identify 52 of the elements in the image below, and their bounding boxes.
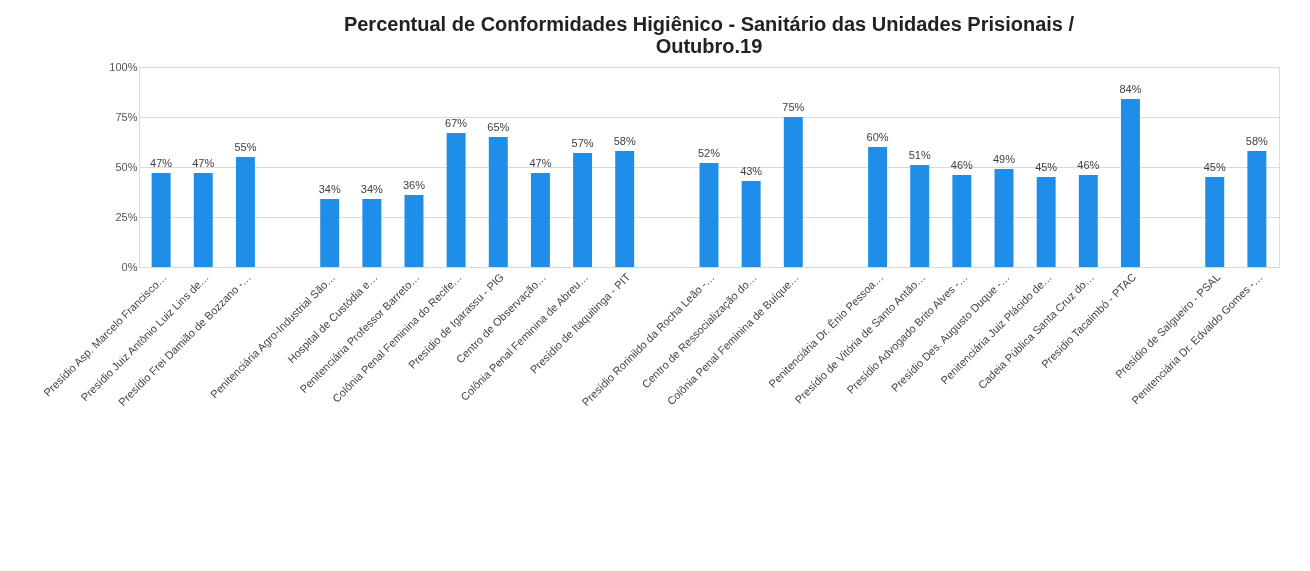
bar <box>741 181 761 267</box>
bar <box>488 137 508 267</box>
data-label: 47% <box>150 157 173 169</box>
data-label: 47% <box>192 157 215 169</box>
data-label: 45% <box>1035 161 1058 173</box>
data-label: 57% <box>571 137 594 149</box>
y-tick-label: 100% <box>109 60 138 73</box>
data-label: 46% <box>1077 159 1100 171</box>
data-label: 60% <box>866 131 889 143</box>
bar <box>952 175 972 267</box>
bar <box>1120 99 1140 267</box>
bar <box>615 151 635 267</box>
data-label: 52% <box>697 147 721 159</box>
bar <box>151 173 171 267</box>
bar <box>193 173 213 267</box>
data-label: 65% <box>487 121 510 133</box>
bar <box>783 117 803 267</box>
y-tick-label: 25% <box>115 210 138 223</box>
data-label: 55% <box>234 141 257 153</box>
y-tick-label: 0% <box>121 260 138 273</box>
data-label: 47% <box>529 157 552 169</box>
data-label: 45% <box>1203 161 1226 173</box>
bar <box>1247 151 1267 267</box>
bar <box>699 163 719 267</box>
bar <box>868 147 888 267</box>
data-label: 58% <box>613 135 636 147</box>
data-label: 43% <box>740 165 763 177</box>
bar <box>1078 175 1098 267</box>
data-label: 58% <box>1245 135 1269 147</box>
data-label: 67% <box>445 117 468 129</box>
data-label: 49% <box>992 153 1016 165</box>
data-label: 75% <box>782 101 805 113</box>
bar <box>1205 177 1225 267</box>
data-label: 51% <box>908 149 931 161</box>
bar <box>1036 177 1056 267</box>
bar <box>362 199 382 267</box>
bar <box>910 165 930 267</box>
bar <box>404 195 424 267</box>
bar <box>530 173 550 267</box>
chart-title: Percentual de Conformidades Higiênico - Sanitário das Unidades Prisionais / Outubro.19 <box>343 13 1075 57</box>
data-label: 46% <box>950 159 974 171</box>
y-tick-label: 50% <box>115 160 138 173</box>
bar <box>994 169 1014 267</box>
bar <box>446 133 466 267</box>
bar <box>235 157 255 267</box>
y-tick-label: 75% <box>115 110 138 123</box>
data-label: 36% <box>402 179 426 191</box>
bar <box>320 199 340 267</box>
data-label: 34% <box>318 183 341 195</box>
data-label: 84% <box>1119 83 1142 95</box>
bar <box>573 153 593 267</box>
data-label: 34% <box>360 183 384 195</box>
